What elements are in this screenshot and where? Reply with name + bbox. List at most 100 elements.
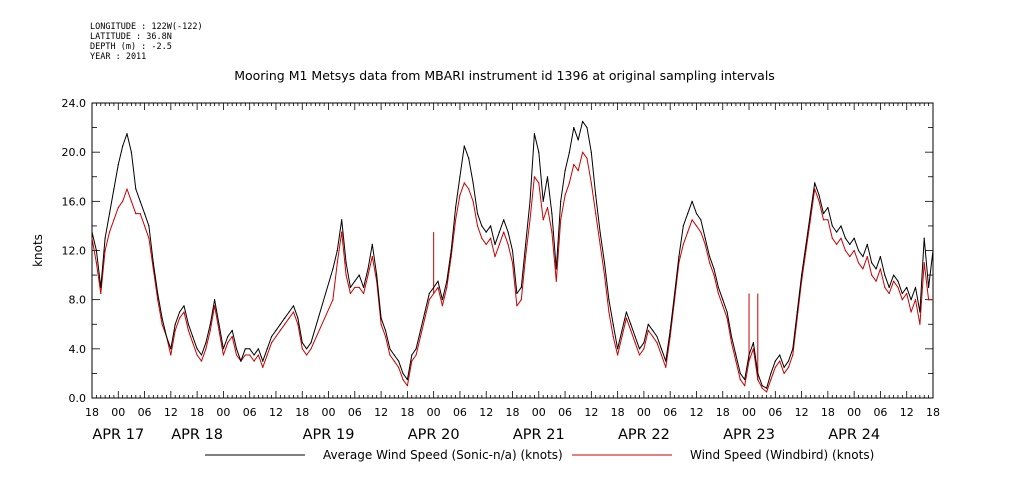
- data-point: [652, 335, 654, 338]
- data-point: [691, 200, 693, 202]
- data-point: [336, 262, 338, 264]
- data-point: [266, 354, 268, 356]
- data-point: [669, 329, 671, 331]
- data-point: [822, 213, 825, 215]
- data-point: [608, 299, 610, 301]
- y-axis-label: knots: [31, 234, 45, 267]
- data-point: [371, 256, 373, 258]
- data-point: [612, 323, 614, 325]
- data-point: [638, 348, 641, 350]
- data-point: [310, 342, 312, 344]
- data-point: [157, 292, 159, 295]
- data-point: [455, 219, 457, 221]
- data-point: [831, 237, 833, 239]
- x-hour-tick-label: 06: [243, 406, 257, 419]
- data-point: [490, 237, 492, 239]
- data-point: [376, 274, 378, 276]
- data-point: [564, 170, 566, 172]
- data-point: [380, 323, 382, 325]
- data-point: [275, 335, 277, 338]
- data-point: [520, 299, 522, 301]
- data-point: [730, 335, 733, 338]
- data-point: [709, 262, 711, 264]
- x-hour-tick-label: 18: [85, 406, 99, 419]
- x-date-label: APR 17: [92, 427, 144, 443]
- data-point: [691, 219, 693, 221]
- data-point: [306, 354, 308, 356]
- data-point: [117, 206, 119, 209]
- data-point: [766, 391, 768, 393]
- data-point: [165, 335, 168, 338]
- data-point: [582, 120, 584, 122]
- data-point: [647, 323, 649, 325]
- data-point: [687, 213, 689, 215]
- data-point: [244, 348, 246, 350]
- data-point: [533, 176, 536, 178]
- data-point: [117, 163, 119, 166]
- data-point: [174, 329, 176, 331]
- data-point: [849, 243, 851, 245]
- x-date-label: APR 19: [303, 427, 355, 443]
- data-point: [730, 342, 733, 344]
- data-point: [227, 342, 229, 344]
- data-point: [419, 329, 422, 331]
- data-point: [923, 262, 925, 264]
- data-point: [135, 213, 137, 215]
- data-point: [227, 335, 229, 338]
- data-point: [244, 354, 246, 356]
- data-point: [538, 182, 540, 184]
- data-point: [262, 360, 264, 362]
- data-point: [884, 286, 886, 288]
- data-point: [371, 243, 373, 245]
- data-point: [687, 231, 689, 233]
- data-point: [836, 243, 838, 245]
- data-point: [183, 311, 185, 313]
- data-point: [95, 249, 97, 252]
- data-point: [695, 213, 698, 215]
- data-point: [139, 200, 141, 202]
- data-point: [713, 268, 715, 270]
- x-hour-tick-label: 18: [926, 406, 940, 419]
- data-point: [170, 354, 172, 356]
- data-point: [179, 317, 181, 319]
- data-point: [822, 219, 825, 221]
- data-point: [739, 372, 741, 374]
- data-point: [809, 219, 812, 221]
- data-point: [529, 200, 531, 202]
- data-point: [586, 127, 588, 129]
- data-point: [792, 348, 794, 350]
- data-point: [866, 243, 868, 245]
- data-point: [744, 385, 746, 387]
- data-point: [757, 372, 759, 374]
- data-point: [218, 329, 220, 331]
- data-point: [914, 299, 917, 301]
- data-point: [253, 360, 255, 362]
- x-hour-tick-label: 06: [138, 406, 152, 419]
- data-point: [617, 348, 619, 350]
- data-point: [643, 348, 645, 350]
- data-point: [174, 323, 176, 325]
- data-point: [192, 342, 194, 344]
- x-hour-tick-label: 12: [374, 406, 388, 419]
- data-point: [284, 317, 286, 319]
- data-point: [717, 292, 720, 295]
- data-point: [363, 292, 365, 295]
- data-point: [468, 157, 470, 159]
- data-point: [888, 292, 890, 295]
- data-point: [135, 188, 137, 190]
- data-point: [871, 274, 873, 276]
- x-hour-tick-label: 18: [611, 406, 625, 419]
- x-date-label: APR 22: [618, 427, 670, 443]
- data-point: [367, 274, 369, 276]
- data-point: [231, 335, 233, 338]
- data-point: [700, 219, 702, 221]
- data-point: [222, 354, 224, 356]
- data-point: [840, 225, 842, 227]
- data-point: [415, 348, 417, 350]
- data-point: [349, 292, 351, 295]
- data-point: [792, 354, 794, 356]
- axes-layer: 18 00 06 12 18 00 06 12 18 00 06 12 18 00 06 12 18 00 06 12…: [31, 97, 940, 443]
- data-point: [695, 225, 698, 227]
- data-point: [857, 262, 860, 264]
- series-line-windbird-wind-speed: [91, 151, 933, 393]
